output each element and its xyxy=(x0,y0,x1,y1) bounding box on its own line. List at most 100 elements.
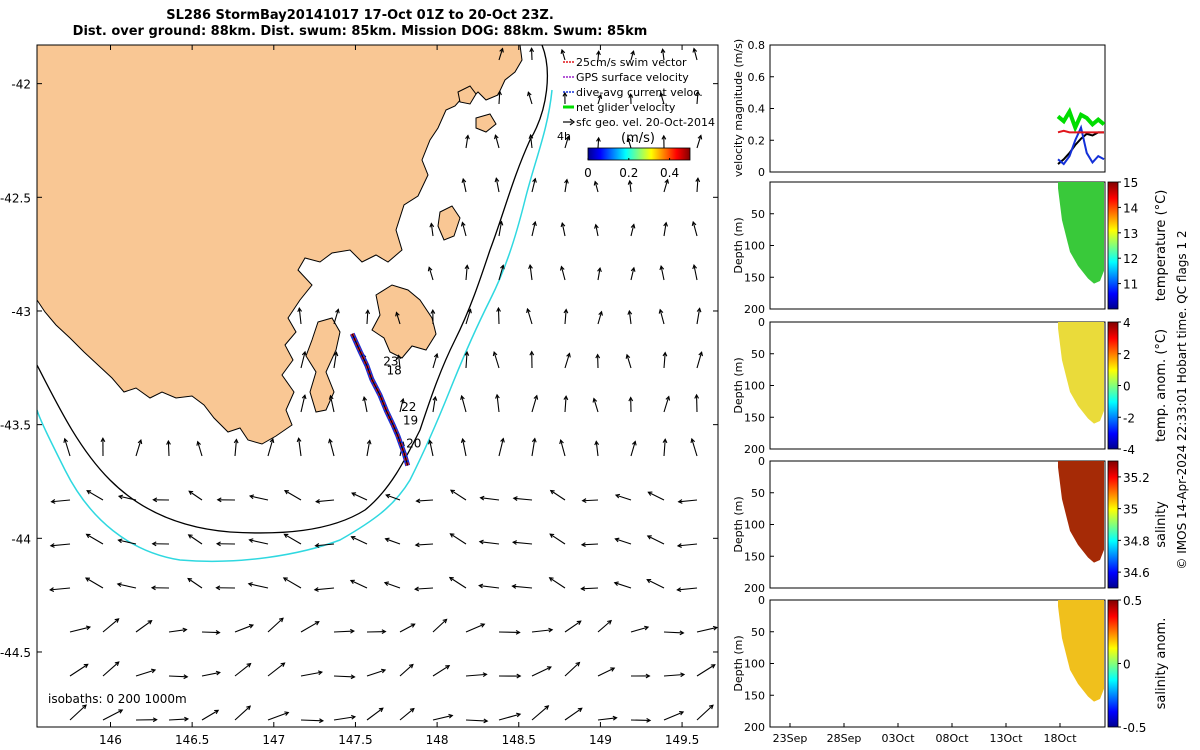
velocity-arrow xyxy=(102,661,120,677)
velocity-arrow xyxy=(597,93,603,105)
velocity-arrow xyxy=(465,134,470,149)
velocity-arrow xyxy=(529,47,535,61)
time-axis-tick-label: 13Oct xyxy=(989,732,1023,745)
velocity-arrow xyxy=(494,134,500,149)
velocity-arrow xyxy=(695,177,701,193)
velocity-arrow xyxy=(460,221,467,237)
velocity-arrow xyxy=(69,663,89,677)
velocity-arrow xyxy=(188,490,203,501)
track-time-label: 20 xyxy=(406,436,421,450)
velocity-arrow xyxy=(362,396,368,413)
title-line-2: Dist. over ground: 88km. Dist. swum: 85k… xyxy=(72,24,648,39)
velocity-y-tick-label: 0 xyxy=(758,166,765,179)
velocity-arrow xyxy=(460,437,467,457)
section-colorbar xyxy=(1107,181,1119,310)
velocity-arrow xyxy=(597,715,618,721)
track-time-label: 19 xyxy=(403,414,418,428)
velocity-arrow xyxy=(559,438,566,457)
land-tasman-peninsula xyxy=(371,284,437,359)
velocity-arrow xyxy=(630,266,636,281)
velocity-arrow xyxy=(630,50,635,61)
velocity-arrow xyxy=(663,630,685,636)
velocity-arrow xyxy=(597,310,603,325)
time-axis-tick-label: 08Oct xyxy=(935,732,969,745)
section-colorbar-tick-label: 34.8 xyxy=(1123,534,1150,548)
section-y-tick-label: 200 xyxy=(744,721,765,734)
velocity-arrow xyxy=(201,670,221,677)
velocity-arrow xyxy=(531,220,537,237)
velocity-arrow xyxy=(528,133,534,149)
velocity-arrow xyxy=(690,437,698,457)
map-colorbar-tick-label: 0.4 xyxy=(660,166,679,180)
section-frame xyxy=(769,599,1106,728)
velocity-arrow xyxy=(560,48,566,61)
map-y-tick-label: -42.5 xyxy=(0,191,31,205)
velocity-arrow xyxy=(563,308,569,325)
section-ylabel: Depth (m) xyxy=(732,496,745,552)
velocity-arrow xyxy=(168,627,188,633)
track-time-label: 22 xyxy=(401,400,416,414)
track-time-label: 18 xyxy=(386,364,401,378)
velocity-arrow xyxy=(201,709,220,721)
section-y-tick-label: 150 xyxy=(744,689,765,702)
velocity-arrow xyxy=(663,178,669,193)
velocity-arrow xyxy=(529,350,535,369)
section-y-tick-label: 50 xyxy=(751,348,765,361)
velocity-arrow xyxy=(383,581,401,589)
velocity-arrow xyxy=(498,264,505,281)
section-colorbar-tick-label: 0.5 xyxy=(1123,594,1142,608)
velocity-arrow xyxy=(430,308,436,325)
velocity-arrow xyxy=(300,670,324,677)
velocity-arrow xyxy=(580,586,599,592)
legend-entry-net-velocity: net glider velocity xyxy=(563,101,676,114)
velocity-arrow xyxy=(694,393,700,413)
velocity-arrow xyxy=(663,711,685,721)
land-bruny-island xyxy=(305,317,341,413)
time-axis-tick-label: 28Sep xyxy=(827,732,862,745)
velocity-arrow xyxy=(300,350,307,369)
velocity-arrow xyxy=(63,437,71,457)
section-colorbar-tick-label: 35.2 xyxy=(1123,471,1150,485)
velocity-arrow xyxy=(646,578,665,589)
velocity-arrow xyxy=(432,395,438,413)
velocity-arrow xyxy=(511,584,533,589)
map-y-tick-label: -44.5 xyxy=(0,646,31,660)
velocity-arrow xyxy=(49,543,71,548)
velocity-arrow xyxy=(366,629,387,635)
velocity-ylabel: velocity magnitude (m/s) xyxy=(732,39,745,177)
salinity-panel: 0 50 100 150 200 Depth (m) 35.2 35 34.8 34.6 salin… xyxy=(732,455,1169,595)
velocity-arrow xyxy=(427,266,434,281)
velocity-arrow xyxy=(549,489,566,501)
legend-label-dive-avg: dive-avg current veloc. xyxy=(576,86,703,99)
legend-entry-dive-avg: dive-avg current veloc. xyxy=(563,86,703,99)
velocity-arrow xyxy=(166,439,171,457)
velocity-arrow xyxy=(350,535,368,545)
velocity-arrow xyxy=(593,180,599,193)
velocity-arrow xyxy=(494,177,500,193)
velocity-arrow xyxy=(559,265,566,281)
velocity-arrow xyxy=(399,623,416,633)
section-ylabel: Depth (m) xyxy=(732,635,745,691)
velocity-arrow xyxy=(498,47,504,61)
legend-label-swim-vector: 25cm/s swim vector xyxy=(576,56,687,69)
velocity-arrow xyxy=(564,135,570,149)
velocity-arrow xyxy=(314,543,335,548)
section-colorbar-tick-label: -0.5 xyxy=(1123,721,1146,735)
velocity-arrow xyxy=(581,498,599,503)
velocity-arrow xyxy=(465,623,486,633)
section-y-tick-label: 150 xyxy=(744,271,765,284)
track-time-label: 23 xyxy=(383,355,398,369)
velocity-arrow xyxy=(464,264,470,281)
velocity-arrow xyxy=(432,352,439,369)
section-colorbar-tick-label: 34.6 xyxy=(1123,566,1150,580)
section-y-tick-label: 150 xyxy=(744,411,765,424)
section-y-tick-label: 100 xyxy=(744,240,765,253)
map-x-tick-label: 147.5 xyxy=(338,733,372,747)
time-axis-tick-label: 03Oct xyxy=(881,732,915,745)
map-x-axis: 146 146.5 147 147.5 148 148.5 149 149.5 xyxy=(99,45,699,747)
velocity-arrow xyxy=(349,579,368,589)
velocity-arrow xyxy=(297,307,303,325)
velocity-arrow xyxy=(627,309,633,325)
velocity-arrow xyxy=(696,704,714,721)
